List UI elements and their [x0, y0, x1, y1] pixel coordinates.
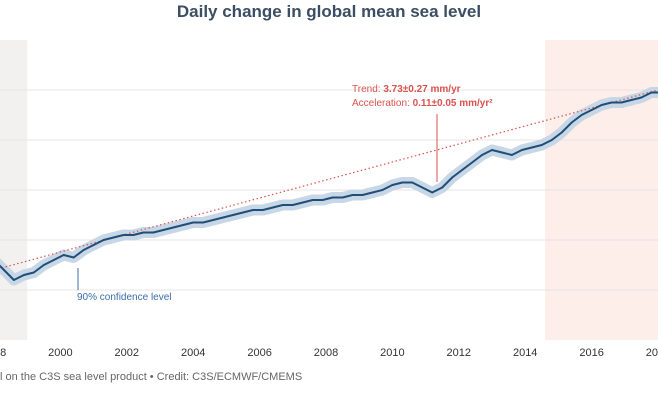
data-point-31 — [301, 201, 304, 204]
trend-value: 3.73±0.27 mm/yr — [383, 84, 460, 95]
data-point-47 — [461, 169, 464, 171]
data-point-64 — [630, 99, 633, 101]
data-point-35 — [341, 196, 344, 199]
data-point-26 — [252, 209, 254, 211]
data-point-2 — [13, 279, 15, 281]
data-point-49 — [481, 154, 483, 156]
data-point-16 — [152, 231, 155, 234]
x-axis-ticks: 1998 2000 2002 2004 2006 2008 2010 2012 2014 2016… — [0, 347, 658, 359]
data-point-20 — [192, 221, 195, 224]
x-tick-label-8: 2014 — [513, 347, 537, 359]
data-point-41 — [401, 181, 404, 184]
data-point-1 — [3, 269, 5, 271]
data-point-52 — [511, 154, 513, 156]
data-point-4 — [32, 271, 35, 274]
data-point-57 — [560, 131, 563, 134]
data-point-19 — [182, 224, 185, 226]
chart-title: Daily change in global mean sea level — [176, 2, 482, 21]
x-tick-label-2: 2002 — [115, 347, 139, 359]
x-tick-label-0: 1998 — [0, 347, 6, 359]
x-tick-label-6: 2010 — [380, 347, 404, 359]
data-point-55 — [540, 144, 543, 146]
data-point-33 — [321, 199, 324, 201]
data-point-14 — [132, 234, 135, 236]
x-tick-label-10: 2018 — [646, 347, 658, 359]
data-point-17 — [162, 229, 165, 231]
credit-text: l on the C3S sea level product • Credit:… — [0, 371, 303, 383]
sea-level-line — [0, 91, 658, 281]
data-point-60 — [590, 109, 593, 111]
data-point-51 — [501, 151, 503, 154]
data-point-39 — [381, 189, 384, 191]
confidence-annotation: 90% confidence level — [77, 292, 172, 303]
trend-annotation: Trend: 3.73±0.27 mm/yr — [352, 84, 461, 95]
trend-line-group — [0, 89, 658, 269]
data-point-11 — [102, 239, 105, 241]
data-point-37 — [361, 194, 364, 196]
data-point-59 — [580, 114, 583, 116]
data-point-43 — [421, 186, 424, 189]
acceleration-annotation: Acceleration: 0.11±0.05 mm/yr² — [352, 98, 493, 109]
data-point-61 — [600, 104, 603, 106]
data-point-45 — [441, 186, 444, 189]
data-point-24 — [232, 214, 234, 216]
accel-prefix: Acceleration: — [352, 98, 413, 109]
data-point-30 — [291, 204, 294, 206]
data-point-36 — [351, 194, 354, 196]
data-point-29 — [281, 204, 284, 206]
data-point-15 — [142, 231, 145, 234]
data-point-44 — [431, 191, 434, 194]
data-point-23 — [222, 216, 224, 219]
data-point-53 — [520, 149, 523, 151]
data-point-12 — [112, 236, 115, 239]
accel-value: 0.11±0.05 mm/yr² — [413, 98, 494, 109]
trend-prefix: Trend: — [352, 84, 383, 95]
data-point-54 — [530, 146, 533, 149]
data-point-9 — [82, 249, 85, 251]
data-point-32 — [311, 199, 314, 201]
data-point-13 — [122, 234, 125, 236]
data-point-27 — [262, 209, 264, 211]
data-point-40 — [391, 184, 394, 186]
data-point-21 — [202, 221, 205, 224]
x-tick-label-4: 2006 — [247, 347, 271, 359]
x-tick-label-5: 2008 — [314, 347, 338, 359]
x-tick-label-9: 2016 — [579, 347, 603, 359]
data-point-56 — [550, 139, 553, 141]
series-line-group — [0, 91, 658, 281]
data-point-63 — [620, 101, 623, 104]
data-point-65 — [640, 96, 643, 99]
data-point-62 — [610, 101, 613, 104]
data-point-5 — [42, 264, 45, 266]
data-point-7 — [62, 254, 65, 256]
data-point-38 — [371, 191, 374, 194]
data-point-58 — [570, 121, 573, 124]
data-point-22 — [212, 219, 215, 221]
data-point-8 — [72, 256, 75, 259]
data-point-50 — [491, 149, 493, 151]
x-tick-label-3: 2004 — [181, 347, 205, 359]
data-point-10 — [92, 244, 95, 246]
data-point-6 — [52, 259, 55, 261]
data-point-25 — [242, 211, 244, 214]
data-point-42 — [411, 181, 414, 184]
annotations: Trend: 3.73±0.27 mm/yr Acceleration: 0.1… — [77, 84, 493, 303]
data-point-28 — [271, 206, 274, 209]
data-point-48 — [471, 161, 473, 164]
data-point-46 — [451, 176, 454, 179]
data-point-3 — [22, 274, 25, 276]
data-point-66 — [650, 91, 653, 94]
trend-line — [0, 89, 658, 269]
x-tick-label-1: 2000 — [48, 347, 72, 359]
data-point-34 — [331, 196, 334, 199]
data-point-18 — [172, 226, 175, 229]
x-tick-label-7: 2012 — [447, 347, 471, 359]
